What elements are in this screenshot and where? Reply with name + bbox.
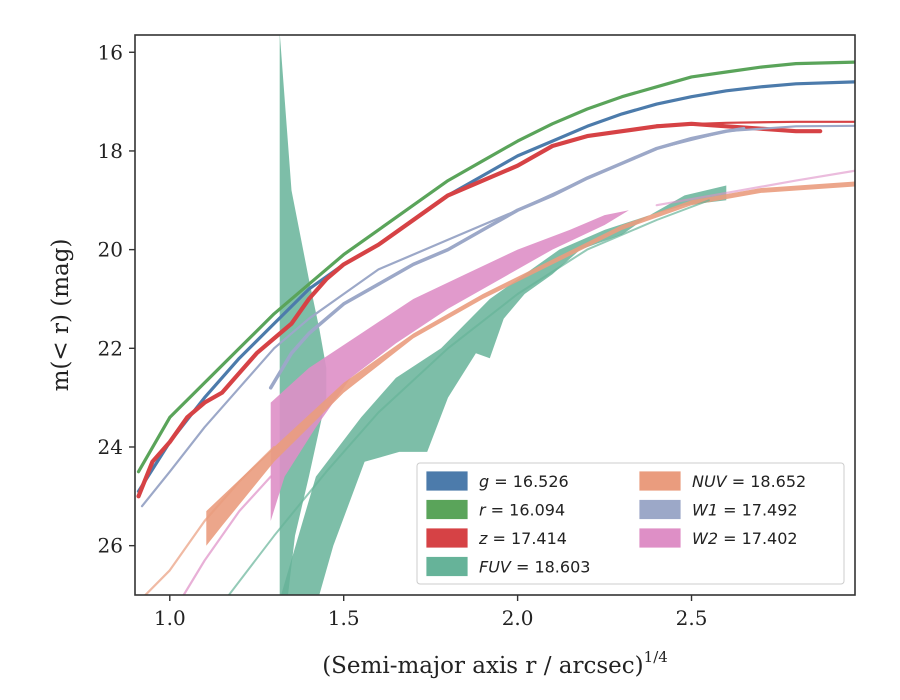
series-line-w2-model-tail <box>655 169 855 207</box>
legend-label-r: r = 16.094 <box>479 501 565 520</box>
legend-swatch-r <box>426 499 468 520</box>
legend-swatch-w1 <box>639 499 681 520</box>
legend-label-g: g = 16.526 <box>479 472 569 491</box>
legend-label-w2: W2 = 17.402 <box>692 529 798 548</box>
y-tick-label: 16 <box>98 40 123 64</box>
series-line-nuv-model <box>144 445 276 595</box>
legend-swatch-w2 <box>639 528 681 548</box>
legend-swatch-g <box>426 471 468 491</box>
series-line-w1-model <box>140 124 855 508</box>
legend-swatch-fuv <box>426 556 468 577</box>
x-axis-label-exponent: 1/4 <box>644 648 668 666</box>
series-line-z-model <box>655 120 855 127</box>
legend-swatch-z <box>426 528 468 548</box>
x-ticks: 1.0 1.5 2.0 2.5 <box>154 595 708 630</box>
series-line-w2-model <box>182 475 272 595</box>
y-tick-label: 26 <box>98 534 123 558</box>
x-tick-label: 1.5 <box>328 606 360 630</box>
lines-layer <box>136 60 855 595</box>
x-tick-label: 2.5 <box>676 606 708 630</box>
y-tick-label: 24 <box>98 435 123 459</box>
legend-label-nuv: NUV = 18.652 <box>692 472 806 491</box>
y-tick-label: 20 <box>98 238 123 262</box>
plot-frame <box>134 34 856 596</box>
x-tick-label: 2.0 <box>502 606 534 630</box>
legend-label-fuv: FUV = 18.603 <box>479 558 590 577</box>
y-tick-label: 18 <box>98 139 123 163</box>
x-axis-label-main: (Semi-major axis r / arcsec) <box>322 653 643 679</box>
y-axis-label: m(< r) (mag) <box>48 239 74 392</box>
x-axis-label: (Semi-major axis r / arcsec)1/4 <box>322 648 668 679</box>
legend-label-z: z = 17.414 <box>478 529 567 548</box>
legend: g = 16.526 r = 16.094 z = 17.414 FUV = 18.6… <box>416 462 845 585</box>
series-line-fuv-model <box>227 199 710 595</box>
legend-label-w1: W1 = 17.492 <box>692 501 798 520</box>
y-tick-label: 22 <box>98 336 123 360</box>
series-line-g <box>136 80 855 493</box>
bands-layer <box>206 35 855 595</box>
band-w2 <box>270 210 629 521</box>
legend-swatch-nuv <box>639 471 681 491</box>
band-fuv_main <box>281 185 727 595</box>
y-ticks: 16 18 20 22 24 26 <box>98 40 135 558</box>
x-tick-label: 1.0 <box>154 606 186 630</box>
legend-box <box>416 462 845 585</box>
series-line-r <box>136 60 855 474</box>
